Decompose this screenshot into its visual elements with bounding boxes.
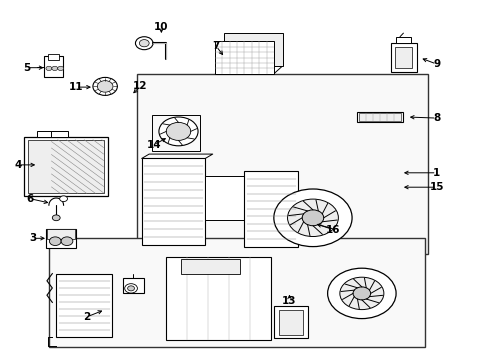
Circle shape	[352, 287, 370, 300]
Text: 5: 5	[23, 63, 30, 73]
Bar	[24, 137, 107, 196]
Bar	[47, 229, 75, 239]
Circle shape	[166, 122, 190, 140]
Text: 3: 3	[30, 233, 37, 243]
Text: 1: 1	[432, 168, 439, 178]
Bar	[37, 131, 54, 137]
Circle shape	[159, 117, 198, 146]
Bar	[46, 229, 76, 248]
Bar	[356, 112, 403, 122]
Polygon shape	[224, 33, 282, 66]
Bar	[28, 140, 103, 193]
Circle shape	[93, 77, 117, 95]
Text: 10: 10	[154, 22, 168, 32]
Circle shape	[127, 286, 134, 291]
Bar	[48, 54, 59, 60]
Bar	[205, 176, 244, 220]
Bar	[181, 259, 239, 274]
Bar	[151, 115, 200, 151]
Circle shape	[287, 199, 338, 237]
Circle shape	[58, 66, 63, 71]
Text: 12: 12	[133, 81, 147, 91]
Polygon shape	[215, 41, 273, 74]
Circle shape	[339, 277, 383, 310]
Bar	[244, 171, 298, 247]
Text: 13: 13	[282, 296, 296, 306]
Circle shape	[46, 66, 52, 71]
Polygon shape	[215, 66, 282, 74]
Bar	[137, 74, 427, 254]
Circle shape	[327, 268, 395, 319]
Bar	[44, 56, 62, 77]
Text: 6: 6	[27, 194, 34, 204]
Text: 8: 8	[432, 113, 439, 123]
Bar	[395, 37, 410, 43]
Text: 14: 14	[146, 140, 161, 150]
Bar	[273, 306, 307, 338]
Text: 7: 7	[212, 41, 220, 51]
Circle shape	[60, 196, 67, 202]
Bar	[390, 43, 416, 72]
Bar	[123, 278, 143, 293]
Bar	[359, 113, 400, 121]
Text: 9: 9	[432, 59, 439, 69]
Bar	[142, 158, 205, 245]
Bar	[394, 47, 411, 68]
Circle shape	[135, 37, 153, 50]
Circle shape	[52, 66, 58, 71]
Bar	[49, 238, 425, 347]
Text: 15: 15	[428, 182, 443, 192]
Text: 2: 2	[83, 312, 90, 322]
Bar	[56, 274, 112, 337]
Text: 11: 11	[68, 82, 83, 92]
Circle shape	[302, 210, 323, 226]
Bar	[278, 310, 303, 335]
Circle shape	[52, 215, 60, 221]
Circle shape	[97, 81, 113, 92]
Circle shape	[124, 284, 137, 293]
Text: 4: 4	[15, 160, 22, 170]
Bar	[166, 257, 271, 340]
Circle shape	[49, 237, 61, 246]
Circle shape	[273, 189, 351, 247]
Circle shape	[139, 40, 149, 47]
Bar	[51, 131, 68, 137]
Text: 16: 16	[325, 225, 340, 235]
Circle shape	[61, 237, 73, 246]
